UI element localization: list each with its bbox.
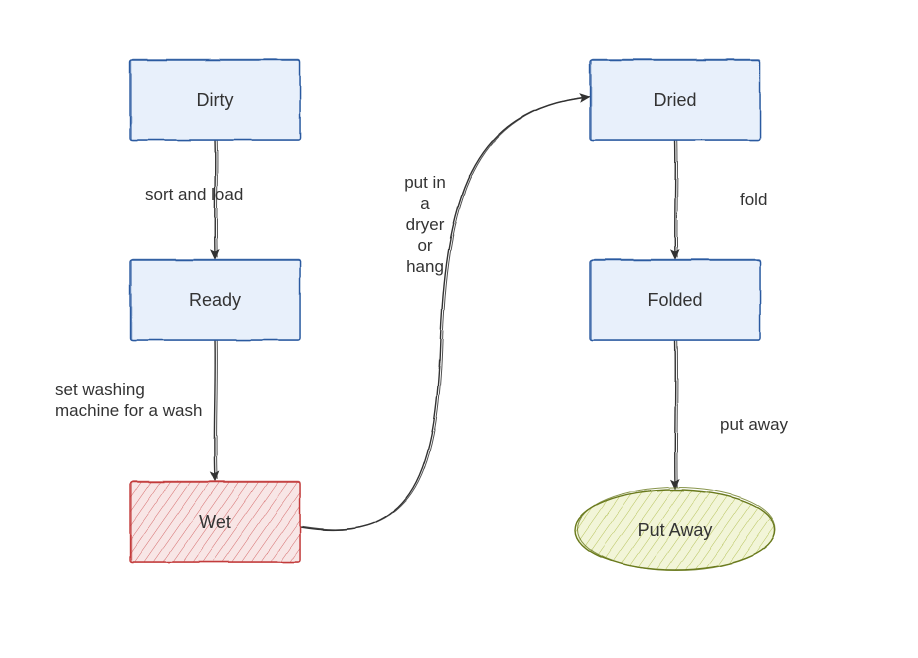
edge-dried-folded <box>675 140 676 258</box>
node-label-ready: Ready <box>189 290 241 310</box>
node-label-dirty: Dirty <box>197 90 234 110</box>
edge-label-dirty-ready: sort and load <box>145 185 243 204</box>
edge-folded-putaway <box>675 340 676 488</box>
edge-folded-putaway-double <box>677 339 678 487</box>
edge-dried-folded-double <box>677 139 678 257</box>
edge-wet-dried-double <box>302 96 590 529</box>
edge-label-ready-wet: set washingmachine for a wash <box>55 380 202 420</box>
edge-ready-wet <box>214 340 215 480</box>
edge-label-wet-dried: put inadryerorhang <box>404 173 446 276</box>
edge-label-dried-folded: fold <box>740 190 767 209</box>
edge-label-folded-putaway: put away <box>720 415 789 434</box>
node-label-putaway: Put Away <box>638 520 713 540</box>
node-label-folded: Folded <box>647 290 702 310</box>
node-label-wet: Wet <box>199 512 231 532</box>
node-label-dried: Dried <box>653 90 696 110</box>
flowchart-canvas: Dirty Ready Wet Dried Folded Put Away sort and… <box>0 0 918 658</box>
edge-ready-wet-double <box>216 339 217 479</box>
